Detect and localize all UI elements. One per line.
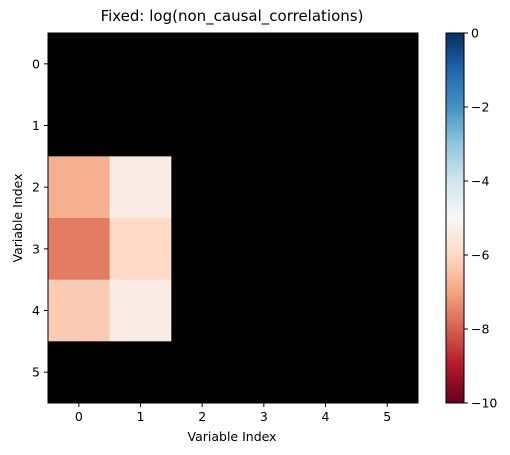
heatmap-cell bbox=[171, 156, 234, 219]
heatmap-cell bbox=[109, 218, 172, 281]
heatmap-cell bbox=[356, 279, 419, 342]
heatmap-cell bbox=[48, 341, 111, 404]
heatmap-cell bbox=[233, 33, 296, 96]
x-tick-label: 1 bbox=[137, 409, 145, 424]
heatmap-cell bbox=[48, 33, 111, 96]
y-tick-label: 0 bbox=[32, 56, 40, 71]
colorbar bbox=[445, 32, 465, 404]
heatmap-cell bbox=[109, 94, 172, 157]
heatmap-cell bbox=[109, 341, 172, 404]
heatmap-cells bbox=[48, 33, 419, 404]
heatmap-cell bbox=[171, 341, 234, 404]
heatmap-cell bbox=[48, 218, 111, 281]
heatmap-cell bbox=[48, 279, 111, 342]
colorbar-tick-label: −6 bbox=[471, 248, 489, 263]
x-axis-label: Variable Index bbox=[188, 429, 277, 444]
y-tick-label: 3 bbox=[32, 241, 40, 256]
heatmap-cell bbox=[171, 33, 234, 96]
x-tick-label: 4 bbox=[322, 409, 330, 424]
heatmap-cell bbox=[356, 33, 419, 96]
heatmap-cell bbox=[171, 94, 234, 157]
heatmap-cell bbox=[356, 156, 419, 219]
x-tick-label: 3 bbox=[260, 409, 268, 424]
y-axis-label: Variable Index bbox=[10, 174, 25, 263]
colorbar-tick-label: −4 bbox=[471, 174, 489, 189]
plot-frame bbox=[47, 32, 419, 404]
colorbar-tick-label: −10 bbox=[471, 396, 497, 411]
heatmap-cell bbox=[233, 279, 296, 342]
chart-title: Fixed: log(non_causal_correlations) bbox=[101, 7, 364, 26]
heatmap-cell bbox=[294, 279, 357, 342]
x-axis-ticks: 0 1 2 3 4 5 bbox=[75, 403, 391, 424]
heatmap-cell bbox=[233, 341, 296, 404]
heatmap-cell bbox=[356, 218, 419, 281]
heatmap-cell bbox=[109, 279, 172, 342]
x-tick-label: 2 bbox=[198, 409, 206, 424]
y-tick-label: 4 bbox=[32, 303, 40, 318]
heatmap-cell bbox=[109, 33, 172, 96]
heatmap-cell bbox=[233, 156, 296, 219]
x-tick-label: 5 bbox=[383, 409, 391, 424]
colorbar-ticks: 0 −2 −4 −6 −8 −10 bbox=[464, 26, 497, 411]
heatmap-cell bbox=[233, 94, 296, 157]
heatmap-cell bbox=[109, 156, 172, 219]
heatmap-cell bbox=[356, 341, 419, 404]
heatmap-cell bbox=[171, 218, 234, 281]
y-tick-label: 2 bbox=[32, 180, 40, 195]
colorbar-tick-label: −2 bbox=[471, 100, 489, 115]
heatmap-cell bbox=[48, 94, 111, 157]
y-tick-label: 1 bbox=[32, 118, 40, 133]
heatmap-cell bbox=[294, 156, 357, 219]
y-tick-label: 5 bbox=[32, 365, 40, 380]
heatmap-cell bbox=[294, 341, 357, 404]
heatmap-cell bbox=[294, 33, 357, 96]
heatmap-cell bbox=[233, 218, 296, 281]
heatmap-cell bbox=[171, 279, 234, 342]
y-axis-ticks: 0 1 2 3 4 5 bbox=[32, 56, 48, 380]
colorbar-tick-label: −8 bbox=[471, 322, 489, 337]
heatmap-cell bbox=[294, 218, 357, 281]
colorbar-tick-label: 0 bbox=[471, 26, 479, 41]
heatmap-cell bbox=[294, 94, 357, 157]
heatmap-cell bbox=[356, 94, 419, 157]
heatmap-cell bbox=[48, 156, 111, 219]
x-tick-label: 0 bbox=[75, 409, 83, 424]
